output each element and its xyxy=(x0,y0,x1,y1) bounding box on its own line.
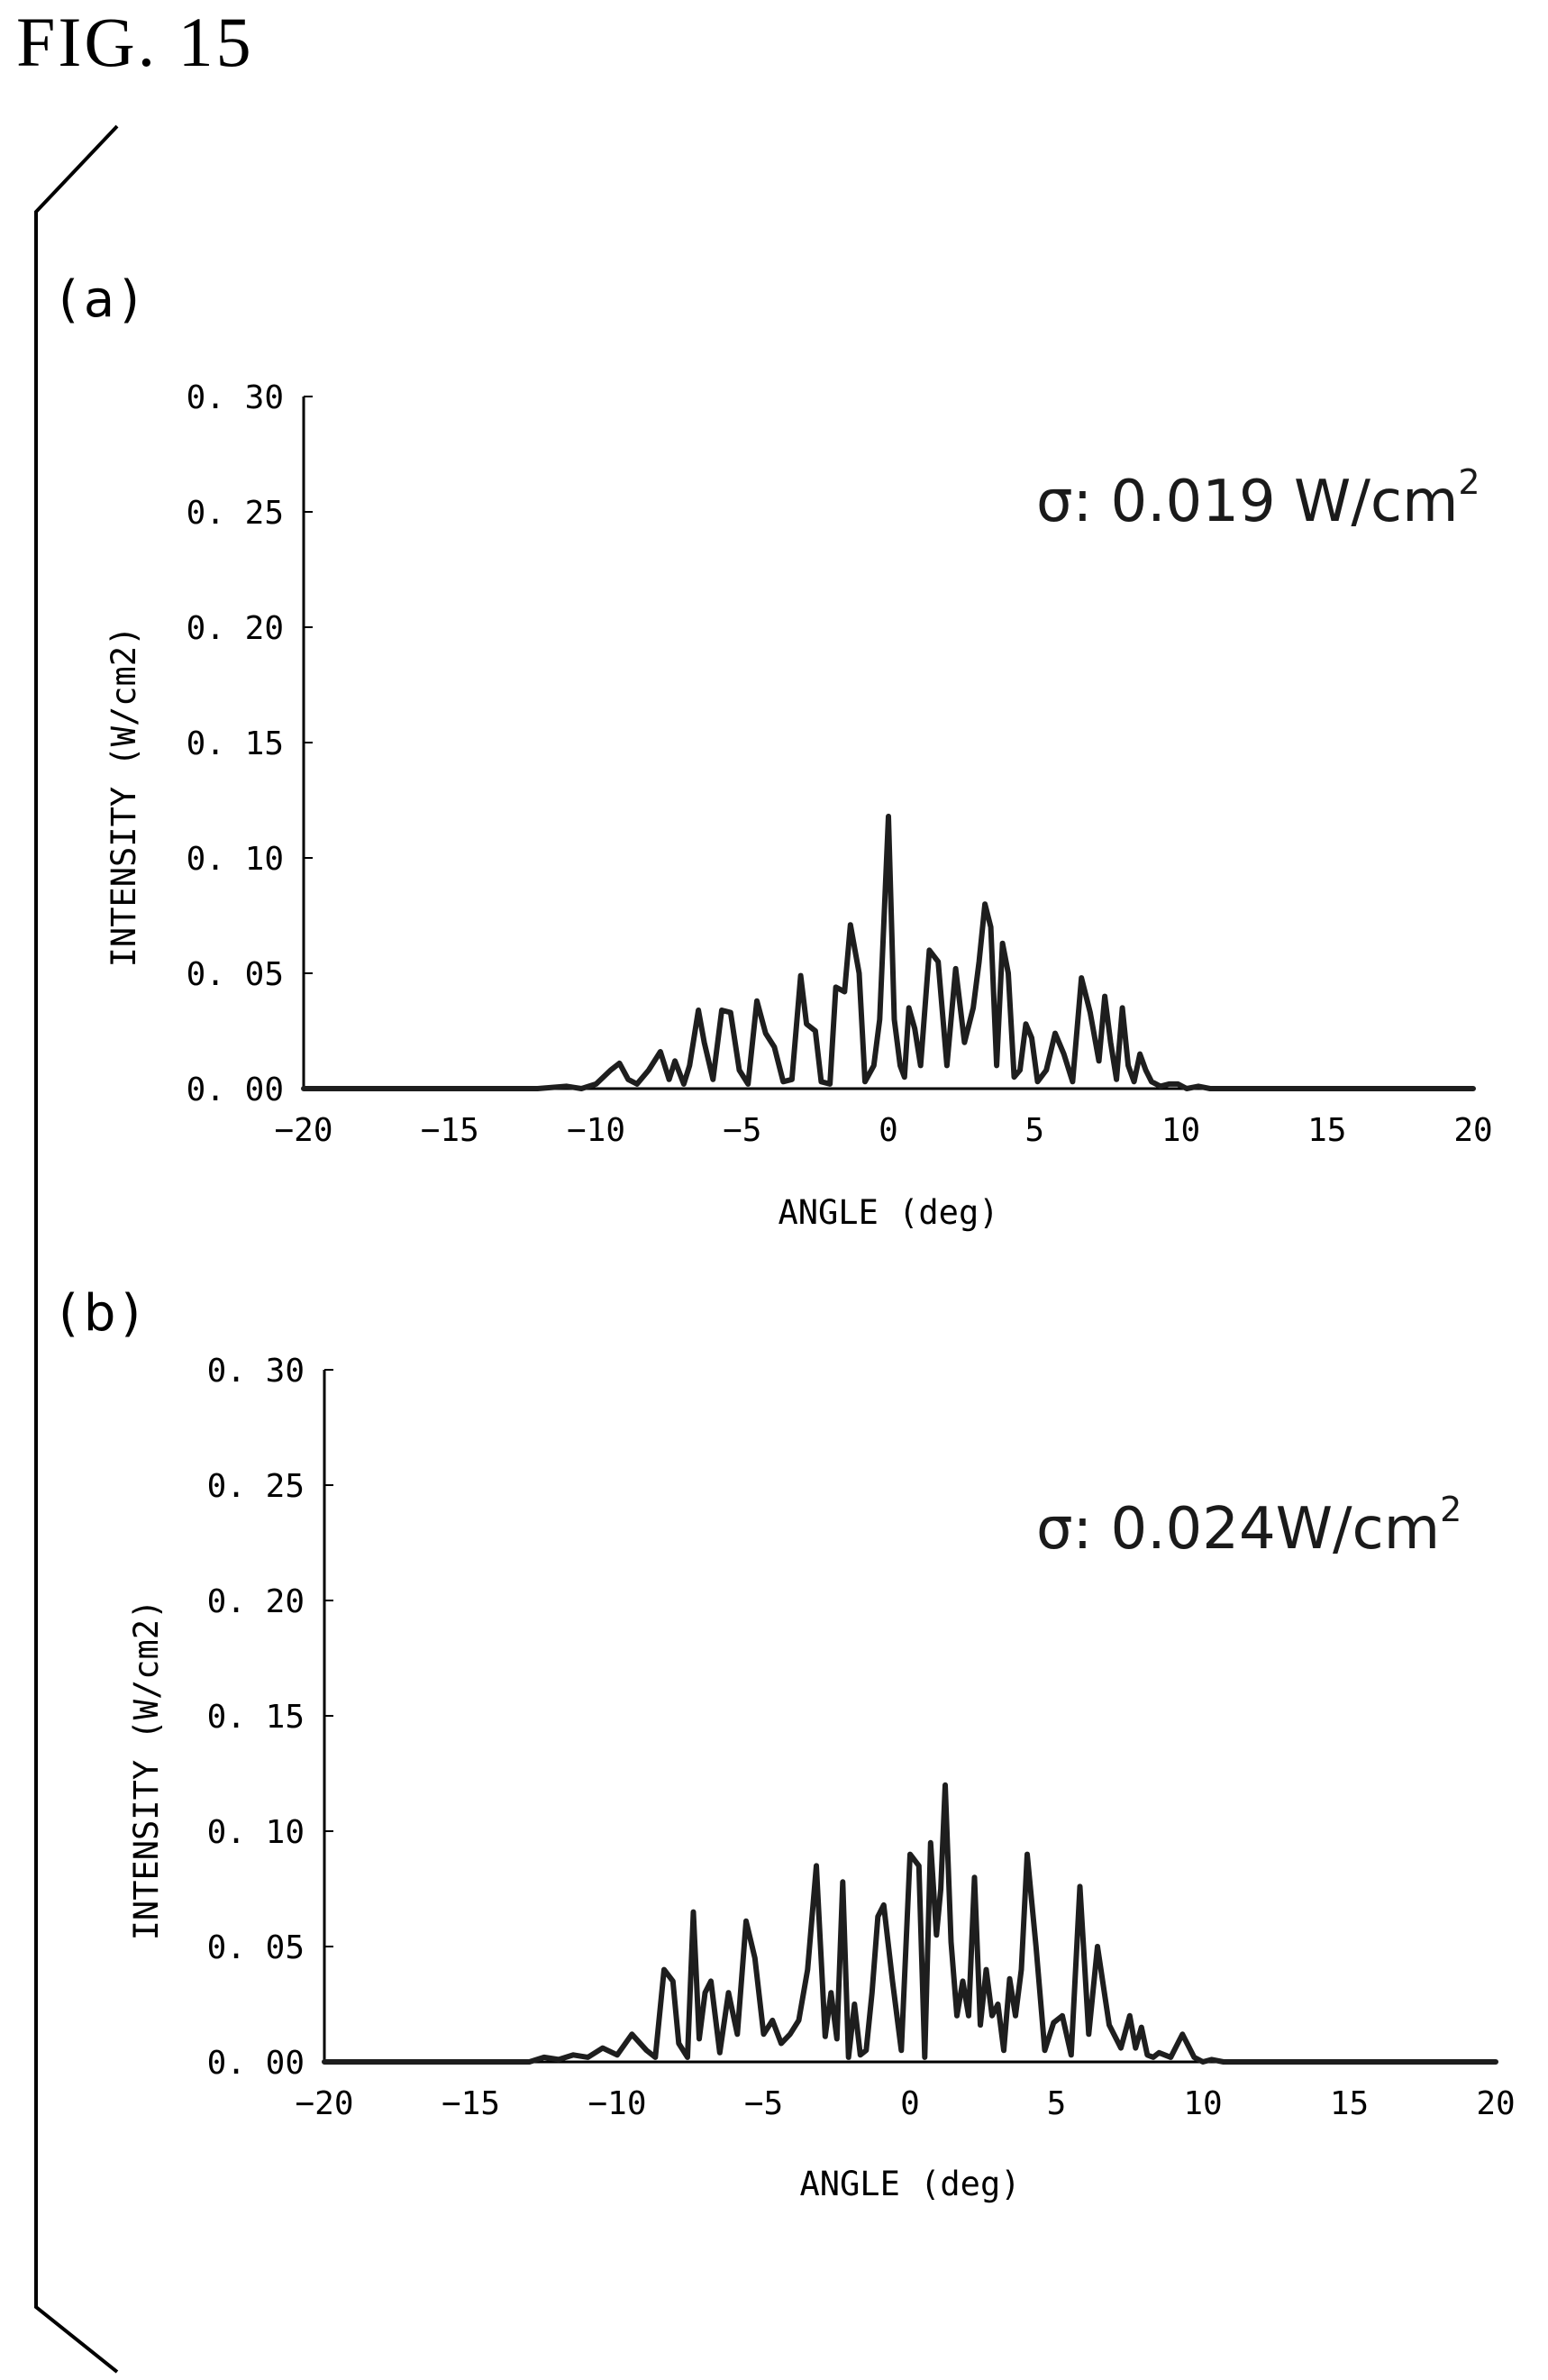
x-tick-label: 20 xyxy=(1476,2085,1515,2122)
x-tick-label: 20 xyxy=(1453,1112,1492,1149)
sigma-annotation-superscript: 2 xyxy=(1458,462,1480,502)
x-tick-label: 15 xyxy=(1307,1112,1346,1149)
y-tick-label: 0. 05 xyxy=(187,956,284,993)
sigma-annotation-superscript: 2 xyxy=(1440,1490,1461,1529)
y-tick-label: 0. 15 xyxy=(207,1699,305,1736)
y-tick-label: 0. 20 xyxy=(187,610,284,647)
panel-label-b: (b) xyxy=(59,1284,147,1343)
panel-label-a: (a) xyxy=(59,270,146,329)
intensity-series-line-b xyxy=(322,1782,1498,2065)
x-tick-label: −5 xyxy=(744,2085,783,2122)
x-tick-label: 10 xyxy=(1183,2085,1222,2122)
x-tick-label: −10 xyxy=(567,1112,625,1149)
y-tick-label: 0. 10 xyxy=(187,841,284,878)
x-tick-label: 0 xyxy=(900,2085,920,2122)
x-tick-label: −15 xyxy=(421,1112,479,1149)
x-axis-title: ANGLE (deg) xyxy=(778,1193,998,1232)
x-tick-label: 0 xyxy=(879,1112,898,1149)
y-axis-title: INTENSITY (W/cm2) xyxy=(127,1600,166,1941)
y-tick-label: 0. 20 xyxy=(207,1583,305,1620)
intensity-series-line-a xyxy=(301,813,1476,1091)
x-tick-label: 5 xyxy=(1024,1112,1044,1149)
y-tick-label: 0. 15 xyxy=(187,725,284,762)
figure-title: FIG. 15 xyxy=(16,3,254,81)
y-tick-label: 0. 00 xyxy=(207,2045,305,2082)
x-tick-label: −5 xyxy=(723,1112,761,1149)
sigma-annotation: σ: 0.024W/cm2 xyxy=(1036,1490,1461,1563)
y-tick-label: 0. 10 xyxy=(207,1814,305,1851)
x-tick-label: −20 xyxy=(295,2085,353,2122)
x-tick-label: −15 xyxy=(442,2085,500,2122)
x-tick-label: −20 xyxy=(274,1112,332,1149)
sigma-annotation-text: σ: 0.024W/cm xyxy=(1036,1496,1440,1563)
y-tick-label: 0. 25 xyxy=(187,495,284,532)
y-tick-label: 0. 05 xyxy=(207,1929,305,1966)
sigma-annotation-text: σ: 0.019 W/cm xyxy=(1036,469,1458,535)
y-tick-label: 0. 25 xyxy=(207,1468,305,1505)
x-tick-label: −10 xyxy=(587,2085,646,2122)
y-axis-title: INTENSITY (W/cm2) xyxy=(105,626,143,968)
y-tick-label: 0. 00 xyxy=(187,1071,284,1108)
y-tick-label: 0. 30 xyxy=(187,379,284,416)
x-tick-label: 15 xyxy=(1330,2085,1369,2122)
y-tick-label: 0. 30 xyxy=(207,1353,305,1390)
sigma-annotation: σ: 0.019 W/cm2 xyxy=(1036,462,1480,535)
x-tick-label: 5 xyxy=(1047,2085,1067,2122)
x-tick-label: 10 xyxy=(1161,1112,1200,1149)
x-axis-title: ANGLE (deg) xyxy=(799,2165,1020,2203)
